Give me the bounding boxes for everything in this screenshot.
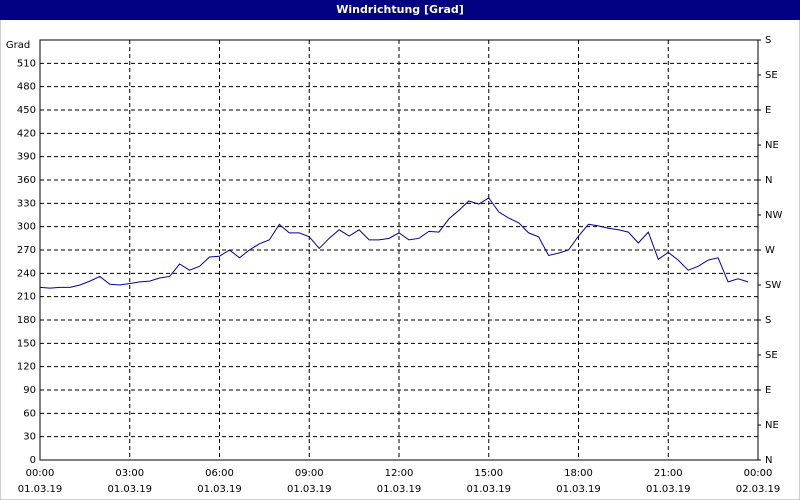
y-tick-label: 150 (17, 338, 36, 349)
title-bar (0, 0, 800, 20)
y2-tick-label: NE (765, 420, 779, 431)
y2-tick-label: S (765, 35, 771, 46)
y-tick-label: 240 (17, 268, 36, 279)
y2-tick-label: SE (765, 70, 778, 81)
y-tick-label: 90 (23, 385, 36, 396)
x-tick-label: 00:00 (744, 468, 773, 479)
y-tick-label: 300 (17, 222, 36, 233)
window-title: Windrichtung [Grad] (336, 3, 464, 16)
y-tick-label: 360 (17, 175, 36, 186)
x-tick-date: 01.03.19 (107, 484, 152, 495)
y-tick-label: 210 (17, 292, 36, 303)
x-tick-label: 09:00 (295, 468, 324, 479)
x-tick-label: 15:00 (474, 468, 503, 479)
x-tick-date: 01.03.19 (287, 484, 332, 495)
x-tick-label: 03:00 (115, 468, 144, 479)
x-tick-date: 01.03.19 (197, 484, 242, 495)
y-tick-label: 420 (17, 128, 36, 139)
x-tick-label: 21:00 (654, 468, 683, 479)
x-tick-date: 01.03.19 (466, 484, 511, 495)
y-tick-label: 510 (17, 58, 36, 69)
y-tick-label: 390 (17, 152, 36, 163)
y2-tick-label: S (765, 315, 771, 326)
x-tick-date: 01.03.19 (646, 484, 691, 495)
y-tick-label: 330 (17, 198, 36, 209)
y-tick-label: 180 (17, 315, 36, 326)
x-tick-label: 12:00 (385, 468, 414, 479)
y-tick-label: 480 (17, 82, 36, 93)
y2-tick-label: SW (765, 280, 781, 291)
x-tick-label: 06:00 (205, 468, 234, 479)
y2-tick-label: W (765, 245, 775, 256)
y2-tick-label: NW (765, 210, 782, 221)
y2-tick-label: E (765, 385, 771, 396)
x-tick-label: 00:00 (26, 468, 55, 479)
y-tick-label: 270 (17, 245, 36, 256)
y-axis-label: Grad (6, 40, 30, 51)
y2-tick-label: N (765, 455, 772, 466)
y-tick-label: 30 (23, 432, 36, 443)
y2-tick-label: E (765, 105, 771, 116)
y-tick-label: 60 (23, 408, 36, 419)
y-tick-label: 120 (17, 362, 36, 373)
y-tick-label: 0 (30, 455, 36, 466)
x-tick-date: 01.03.19 (377, 484, 422, 495)
x-tick-date: 01.03.19 (556, 484, 601, 495)
data-line (39, 197, 749, 289)
y2-tick-label: NE (765, 140, 779, 151)
y2-tick-label: N (765, 175, 772, 186)
x-tick-label: 18:00 (564, 468, 593, 479)
y2-tick-label: SE (765, 350, 778, 361)
x-tick-date: 02.03.19 (736, 484, 781, 495)
x-tick-date: 01.03.19 (18, 484, 63, 495)
y-tick-label: 450 (17, 105, 36, 116)
